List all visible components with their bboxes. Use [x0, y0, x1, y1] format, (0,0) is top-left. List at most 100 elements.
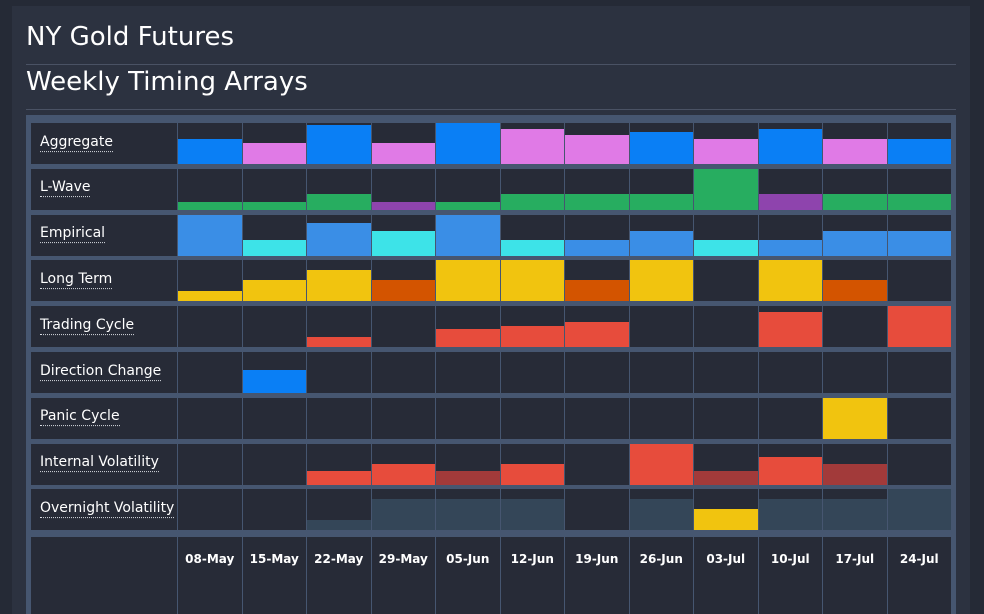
timing-bar[interactable] — [436, 123, 500, 164]
timing-bar[interactable] — [758, 193, 822, 210]
timing-bar[interactable] — [307, 337, 371, 348]
timing-bar[interactable] — [758, 129, 822, 164]
timing-bar[interactable] — [500, 326, 564, 348]
row-label[interactable]: Direction Change — [31, 352, 177, 393]
axis-column — [565, 537, 629, 614]
timing-bar[interactable] — [823, 230, 887, 256]
timing-bar[interactable] — [565, 239, 629, 256]
timing-bar[interactable] — [178, 291, 242, 302]
timing-bar[interactable] — [436, 260, 500, 302]
timing-bar[interactable] — [823, 139, 887, 164]
row-label-text[interactable]: Direction Change — [40, 362, 162, 381]
timing-bar[interactable] — [565, 280, 629, 302]
timing-bar[interactable] — [307, 193, 371, 210]
timing-bar[interactable] — [565, 322, 629, 348]
timing-bar[interactable] — [500, 463, 564, 485]
timing-bar[interactable] — [178, 201, 242, 210]
grid-cell — [307, 260, 371, 302]
grid-cell — [436, 443, 500, 485]
row-label-text[interactable]: Empirical — [40, 225, 106, 244]
timing-bar[interactable] — [694, 239, 758, 256]
row-label-text[interactable]: Long Term — [40, 270, 113, 289]
timing-bar[interactable] — [242, 143, 306, 164]
timing-bar[interactable] — [371, 499, 435, 531]
timing-bar[interactable] — [178, 214, 242, 256]
timing-bar[interactable] — [242, 201, 306, 210]
grid-cell — [371, 260, 435, 302]
timing-bar[interactable] — [823, 193, 887, 210]
grid-cell — [178, 306, 242, 348]
timing-bar[interactable] — [307, 125, 371, 164]
timing-bar[interactable] — [758, 239, 822, 256]
timing-bar[interactable] — [629, 499, 693, 531]
row-label[interactable]: Long Term — [31, 260, 177, 302]
timing-bar[interactable] — [823, 280, 887, 302]
timing-bar[interactable] — [565, 193, 629, 210]
timing-bar[interactable] — [371, 280, 435, 302]
timing-bar[interactable] — [500, 260, 564, 302]
row-label-text[interactable]: Overnight Volatility — [40, 499, 175, 518]
row-label[interactable]: L-Wave — [31, 168, 177, 210]
timing-bar[interactable] — [629, 260, 693, 302]
timing-bar[interactable] — [436, 214, 500, 256]
row-label-text[interactable]: Panic Cycle — [40, 408, 120, 427]
timing-bar[interactable] — [887, 489, 951, 531]
timing-bar[interactable] — [307, 222, 371, 256]
timing-bar[interactable] — [758, 312, 822, 348]
timing-bar[interactable] — [371, 201, 435, 210]
row-label[interactable]: Panic Cycle — [31, 397, 177, 439]
timing-bar[interactable] — [823, 463, 887, 485]
timing-bar[interactable] — [758, 456, 822, 485]
timing-bar[interactable] — [371, 230, 435, 256]
timing-bar[interactable] — [629, 132, 693, 164]
grid-cell — [694, 397, 758, 439]
row-label[interactable]: Aggregate — [31, 123, 177, 164]
timing-bar[interactable] — [178, 139, 242, 164]
timing-bar[interactable] — [887, 193, 951, 210]
timing-bar[interactable] — [436, 201, 500, 210]
timing-bar[interactable] — [823, 499, 887, 531]
timing-bar[interactable] — [436, 470, 500, 485]
timing-bar[interactable] — [629, 193, 693, 210]
timing-bar[interactable] — [371, 143, 435, 164]
timing-bar[interactable] — [242, 370, 306, 393]
timing-bar[interactable] — [694, 139, 758, 164]
timing-bar[interactable] — [371, 463, 435, 485]
row-label[interactable]: Internal Volatility — [31, 443, 177, 485]
row-label-text[interactable]: Aggregate — [40, 133, 113, 152]
timing-bar[interactable] — [242, 239, 306, 256]
timing-bar[interactable] — [887, 139, 951, 164]
timing-bar[interactable] — [694, 509, 758, 531]
row-label-text[interactable]: Internal Volatility — [40, 454, 159, 473]
timing-bar[interactable] — [694, 470, 758, 485]
timing-bar[interactable] — [436, 329, 500, 348]
timing-bar[interactable] — [758, 499, 822, 531]
row-label[interactable]: Empirical — [31, 214, 177, 256]
timing-bar[interactable] — [887, 230, 951, 256]
timing-bar[interactable] — [436, 499, 500, 531]
timing-bar[interactable] — [500, 239, 564, 256]
timing-bar[interactable] — [887, 306, 951, 348]
timing-bar[interactable] — [307, 470, 371, 485]
timing-bar[interactable] — [758, 260, 822, 302]
timing-bar[interactable] — [629, 443, 693, 485]
timing-bar[interactable] — [242, 280, 306, 302]
page-subtitle: Weekly Timing Arrays — [26, 67, 308, 97]
timing-bar[interactable] — [823, 397, 887, 439]
timing-bar[interactable] — [565, 135, 629, 164]
grid-cell — [887, 306, 951, 348]
timing-bar[interactable] — [500, 499, 564, 531]
timing-bar[interactable] — [307, 520, 371, 531]
timing-bar[interactable] — [694, 168, 758, 210]
row-label-text[interactable]: L-Wave — [40, 179, 91, 198]
timing-bar[interactable] — [629, 230, 693, 256]
row-label-text[interactable]: Trading Cycle — [40, 316, 135, 335]
grid-cell — [500, 123, 564, 164]
row-label[interactable]: Overnight Volatility — [31, 489, 177, 531]
row-label[interactable]: Trading Cycle — [31, 306, 177, 348]
grid-cell — [887, 260, 951, 302]
grid-cell — [758, 397, 822, 439]
timing-bar[interactable] — [500, 193, 564, 210]
timing-bar[interactable] — [307, 270, 371, 302]
timing-bar[interactable] — [500, 129, 564, 164]
